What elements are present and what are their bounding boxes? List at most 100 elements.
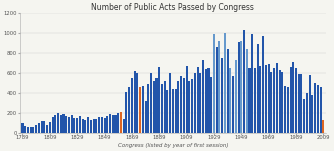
Bar	[147, 84, 149, 133]
Bar	[73, 118, 75, 133]
Bar	[30, 127, 32, 133]
Bar	[81, 119, 84, 133]
Bar	[169, 73, 171, 133]
Bar	[90, 120, 92, 133]
Bar	[202, 60, 204, 133]
Bar	[32, 127, 34, 133]
Bar	[164, 81, 166, 133]
Bar	[54, 115, 56, 133]
Bar	[301, 74, 303, 133]
Bar	[240, 41, 242, 133]
Bar	[79, 116, 81, 133]
Bar	[221, 58, 223, 133]
Bar	[136, 73, 138, 133]
Bar	[260, 66, 262, 133]
Bar	[153, 81, 155, 133]
Bar	[287, 87, 289, 133]
Bar	[166, 90, 168, 133]
Title: Number of Public Acts Passed by Congress: Number of Public Acts Passed by Congress	[92, 3, 255, 13]
Bar	[172, 89, 174, 133]
Bar	[265, 65, 267, 133]
Bar	[60, 115, 62, 133]
Bar	[156, 78, 158, 133]
Bar	[134, 71, 136, 133]
Bar	[65, 116, 67, 133]
Bar	[268, 64, 270, 133]
Bar	[314, 82, 316, 133]
Bar	[322, 120, 324, 133]
Bar	[87, 117, 89, 133]
Bar	[306, 93, 308, 133]
Bar	[139, 87, 141, 133]
Bar	[320, 87, 322, 133]
Bar	[303, 99, 305, 133]
Bar	[317, 85, 319, 133]
Bar	[158, 67, 160, 133]
Bar	[216, 47, 218, 133]
Bar	[226, 49, 229, 133]
Bar	[180, 76, 182, 133]
Bar	[262, 36, 264, 133]
Bar	[57, 113, 59, 133]
Bar	[246, 49, 248, 133]
Bar	[177, 80, 179, 133]
Bar	[295, 68, 297, 133]
Bar	[49, 122, 51, 133]
Bar	[101, 117, 103, 133]
Bar	[68, 117, 70, 133]
Bar	[95, 119, 97, 133]
Bar	[41, 121, 43, 133]
Bar	[237, 42, 239, 133]
Bar	[254, 68, 256, 133]
Bar	[123, 119, 125, 133]
Bar	[98, 117, 100, 133]
Bar	[175, 89, 177, 133]
Bar	[213, 34, 215, 133]
Bar	[128, 87, 130, 133]
Bar	[311, 95, 313, 133]
Bar	[104, 118, 106, 133]
X-axis label: Congress (listed by year of first session): Congress (listed by year of first sessio…	[118, 143, 228, 148]
Bar	[191, 79, 193, 133]
Bar	[281, 72, 283, 133]
Bar	[292, 62, 294, 133]
Bar	[93, 119, 95, 133]
Bar	[71, 116, 73, 133]
Bar	[270, 72, 273, 133]
Bar	[150, 73, 152, 133]
Bar	[205, 69, 207, 133]
Bar	[38, 123, 40, 133]
Bar	[21, 123, 23, 133]
Bar	[207, 68, 209, 133]
Bar	[218, 41, 220, 133]
Bar	[131, 77, 133, 133]
Bar	[145, 101, 147, 133]
Bar	[276, 63, 278, 133]
Bar	[309, 75, 311, 133]
Bar	[183, 78, 185, 133]
Bar	[62, 114, 64, 133]
Bar	[290, 67, 292, 133]
Bar	[188, 81, 190, 133]
Bar	[229, 68, 231, 133]
Bar	[117, 113, 119, 133]
Bar	[298, 74, 300, 133]
Bar	[120, 112, 122, 133]
Bar	[35, 125, 37, 133]
Bar	[85, 120, 87, 133]
Bar	[251, 34, 253, 133]
Bar	[125, 92, 128, 133]
Bar	[76, 118, 78, 133]
Bar	[196, 67, 198, 133]
Bar	[112, 115, 114, 133]
Bar	[142, 86, 144, 133]
Bar	[232, 76, 234, 133]
Bar	[24, 126, 26, 133]
Bar	[161, 84, 163, 133]
Bar	[243, 30, 245, 133]
Bar	[224, 33, 226, 133]
Bar	[284, 86, 286, 133]
Bar	[186, 66, 188, 133]
Bar	[51, 117, 53, 133]
Bar	[235, 60, 237, 133]
